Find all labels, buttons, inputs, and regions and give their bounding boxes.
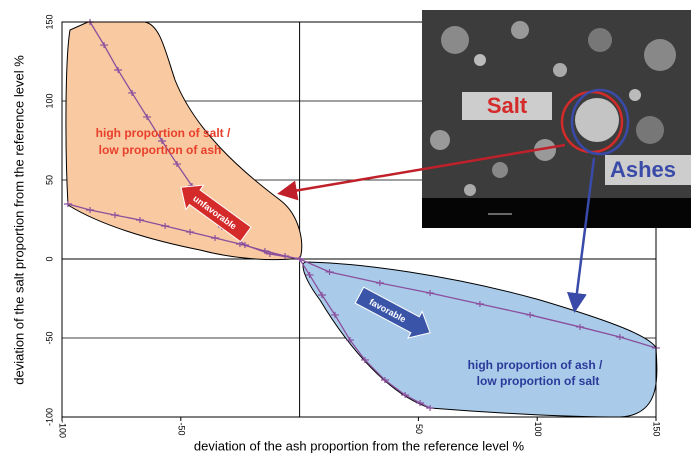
x-tick-label: -50 <box>176 422 186 435</box>
annotation: high proportion of salt / <box>96 126 231 140</box>
annotation: Salt <box>487 93 528 118</box>
y-tick-label: 0 <box>44 256 54 261</box>
y-tick-label: -50 <box>44 331 54 344</box>
y-tick-label: 100 <box>44 93 54 108</box>
salt-region <box>66 22 302 260</box>
x-tick-label: 100 <box>533 421 543 436</box>
x-tick-label: 50 <box>414 424 424 434</box>
annotation: high proportion of ash / <box>468 358 603 372</box>
chart: high proportion of salt / low proportion… <box>0 0 691 457</box>
annotation: low proportion of ash <box>99 143 222 157</box>
x-tick-label: -100 <box>58 420 68 438</box>
annotation: Ashes <box>610 157 676 182</box>
photo: Salt Ashes <box>422 10 691 228</box>
ash-region <box>303 262 657 417</box>
y-tick-label: 150 <box>44 14 54 29</box>
annotation: low proportion of salt <box>477 374 600 388</box>
x-axis-label: deviation of the ash proportion from the… <box>194 438 525 453</box>
y-tick-label: -100 <box>44 408 54 426</box>
x-tick-label: 150 <box>652 421 662 436</box>
y-axis-label: deviation of the salt proportion from th… <box>11 55 26 385</box>
y-tick-label: 50 <box>44 175 54 185</box>
